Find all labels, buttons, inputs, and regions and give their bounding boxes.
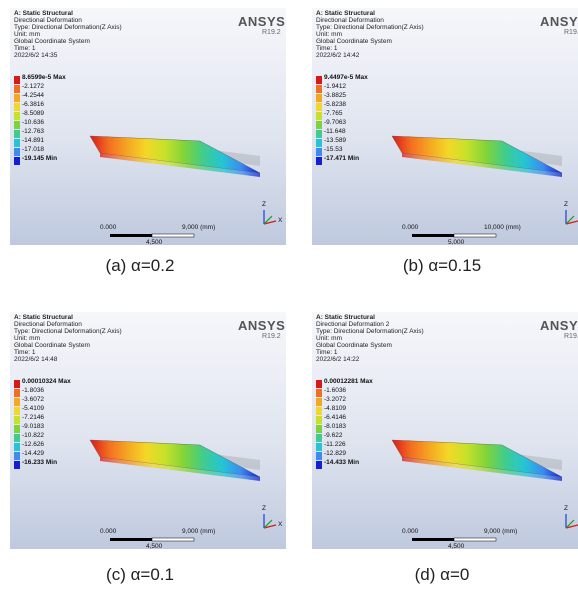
beam-view	[10, 8, 286, 245]
caption: (b) α=0.15	[302, 256, 578, 276]
scale-bar-black	[110, 234, 152, 237]
scale-bar-black	[110, 538, 152, 541]
scale-label: 9,000 (mm)	[484, 528, 517, 535]
scale-label: 9,000 (mm)	[182, 224, 215, 231]
triad-label: Z	[564, 505, 568, 512]
beam-view	[10, 312, 286, 549]
scale-label: 4,500	[448, 543, 464, 549]
beam-view	[312, 8, 578, 245]
beam-view	[312, 312, 578, 549]
triad-label: Z	[564, 201, 568, 208]
scale-bar-white	[152, 234, 194, 237]
scale-label: 5,000	[448, 239, 464, 245]
scale-bar-black	[412, 234, 454, 237]
scale-label: 4,500	[146, 239, 162, 245]
triad-label: X	[278, 521, 282, 528]
scale-bar-black	[412, 538, 454, 541]
triad-label: X	[278, 217, 282, 224]
scale-bar-white	[152, 538, 194, 541]
scale-bar-white	[454, 234, 496, 237]
scale-label: 0.000	[402, 528, 418, 535]
caption: (d) α=0	[302, 565, 578, 585]
scale-label: 9,000 (mm)	[182, 528, 215, 535]
caption: (c) α=0.1	[0, 565, 280, 585]
scale-bar-white	[454, 538, 496, 541]
scale-label: 10,000 (mm)	[484, 224, 521, 231]
scale-label: 0.000	[100, 528, 116, 535]
triad-label: Z	[262, 201, 266, 208]
scale-label: 0.000	[100, 224, 116, 231]
simulation-panel: A: Static StructuralDirectional Deformat…	[10, 8, 286, 245]
caption: (a) α=0.2	[0, 256, 280, 276]
scale-label: 4,500	[146, 543, 162, 549]
scale-label: 0.000	[402, 224, 418, 231]
triad-label: Z	[262, 505, 266, 512]
figure: {"panels": [ {"header": ["A: Static Stru…	[0, 0, 578, 597]
